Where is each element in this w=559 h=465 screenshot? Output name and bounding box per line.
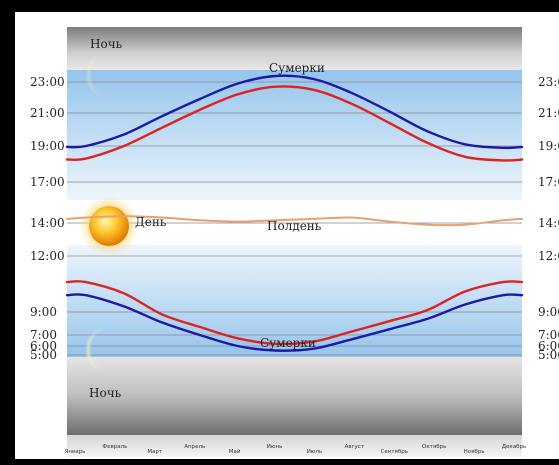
y-tick-label-right: 14:00 — [538, 216, 559, 230]
sun-icon — [79, 196, 139, 256]
day-length-chart: Ночь Ночь День Полдень Сумерки Сумерки 2… — [30, 27, 559, 457]
month-label: Декабрь — [502, 444, 527, 450]
y-tick-label-right: 23:00 — [538, 75, 559, 89]
y-axis-left: 23:00 21:00 19:00 17:00 14:00 12:00 9:00 7:006:… — [30, 75, 65, 362]
month-label: Апрель — [184, 444, 205, 450]
y-tick-label: 5:00 — [30, 348, 57, 362]
y-tick-label: 19:00 — [30, 139, 65, 153]
y-tick-label-right: 19:00 — [538, 139, 559, 153]
y-tick-label-right: 21:00 — [538, 106, 559, 120]
night-band-bottom — [67, 357, 522, 435]
y-tick-label-right: 12:00 — [538, 249, 559, 263]
month-label: Январь — [65, 449, 86, 455]
month-axis-band — [67, 435, 522, 457]
y-tick-label-right: 9:00 — [538, 305, 559, 319]
month-label: Май — [229, 448, 241, 455]
curves — [65, 74, 524, 352]
month-label: Июнь — [267, 444, 283, 450]
sunrise-curve — [65, 280, 524, 346]
y-tick-label: 23:00 — [30, 75, 65, 89]
twilight-band-top — [67, 70, 522, 200]
noon-label: Полдень — [267, 219, 322, 233]
y-tick-label: 9:00 — [30, 305, 57, 319]
y-tick-label: 7:00 — [30, 328, 57, 342]
month-label: Март — [147, 449, 163, 455]
month-label: Ноябрь — [464, 449, 485, 455]
night-band-top — [67, 27, 522, 70]
gridlines — [67, 81, 522, 356]
month-label: Сентябрь — [381, 449, 408, 455]
y-tick-label: 17:00 — [30, 175, 65, 189]
twilight-label-bottom: Сумерки — [260, 336, 316, 350]
y-axis-right: 23:00 21:00 19:00 17:00 14:00 12:00 9:00 7:006:… — [538, 75, 559, 362]
month-labels: Январь Февраль Март Апрель Май Июнь Июль Август… — [65, 444, 527, 455]
y-tick-label: 6:00 — [30, 339, 57, 353]
y-tick-label: 14:00 — [30, 216, 65, 230]
twilight-label-top: Сумерки — [269, 61, 325, 75]
day-label: День — [135, 215, 167, 229]
y-tick-label-right: 7:00 — [538, 328, 559, 342]
chart-panel: Ночь Ночь День Полдень Сумерки Сумерки 2… — [15, 12, 559, 459]
month-label: Февраль — [102, 444, 127, 450]
y-tick-label-right: 5:00 — [538, 348, 559, 362]
morning-twilight-curve — [65, 293, 524, 352]
y-tick-label: 12:00 — [30, 249, 65, 263]
evening-twilight-curve — [65, 74, 524, 150]
month-label: Июль — [307, 449, 323, 455]
sunset-curve — [65, 85, 524, 162]
night-label-top: Ночь — [90, 37, 123, 51]
y-tick-label-right: 6:00 — [538, 339, 559, 353]
month-label: Август — [345, 444, 365, 450]
month-label: Октябрь — [422, 444, 446, 450]
night-label-bottom: Ночь — [89, 386, 122, 400]
y-tick-label: 21:00 — [30, 106, 65, 120]
y-tick-label-right: 17:00 — [538, 175, 559, 189]
day-band — [67, 200, 522, 245]
noon-curve — [66, 215, 523, 227]
